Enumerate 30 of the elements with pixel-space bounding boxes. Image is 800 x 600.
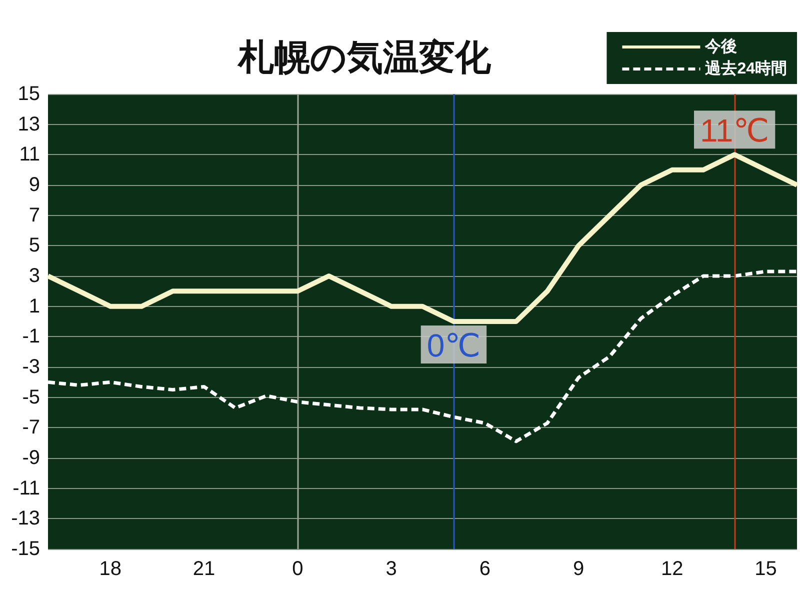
y-tick-label: -3 — [22, 356, 40, 378]
line-series — [46, 270, 799, 444]
y-tick-label: -11 — [12, 477, 40, 500]
y-tick-label: -9 — [22, 447, 40, 469]
y-tick-label: -7 — [22, 416, 40, 439]
y-tick-label: 1 — [28, 295, 40, 318]
x-tick-label: 12 — [661, 558, 684, 580]
x-tick-label: 21 — [192, 558, 216, 580]
x-tick-label: 6 — [479, 558, 490, 580]
x-tick-label: 3 — [386, 558, 397, 580]
y-tick-label: -15 — [11, 538, 40, 560]
y-tick-label: -13 — [11, 508, 40, 530]
chart-title: 札幌の気温変化 — [237, 36, 492, 78]
x-tick-label: 9 — [572, 558, 584, 580]
y-tick-label: 13 — [18, 113, 40, 136]
x-tick-label: 15 — [754, 558, 777, 580]
y-tick-label: 9 — [28, 174, 40, 196]
x-tick-label: 18 — [99, 558, 122, 580]
annotation: 11℃ — [700, 112, 770, 149]
y-tick-label: 11 — [19, 144, 40, 166]
y-tick-label: -5 — [22, 386, 40, 408]
x-tick-label: 0 — [292, 558, 304, 580]
legend-label: 過去24時間 — [704, 60, 787, 78]
y-tick-label: 15 — [18, 83, 40, 105]
legend-label: 今後 — [704, 38, 738, 56]
y-tick-label: -1 — [22, 326, 40, 348]
annotation: 0℃ — [426, 328, 481, 364]
y-tick-label: 5 — [28, 234, 40, 257]
y-tick-label: 7 — [28, 204, 40, 226]
y-tick-label: 3 — [28, 265, 40, 287]
